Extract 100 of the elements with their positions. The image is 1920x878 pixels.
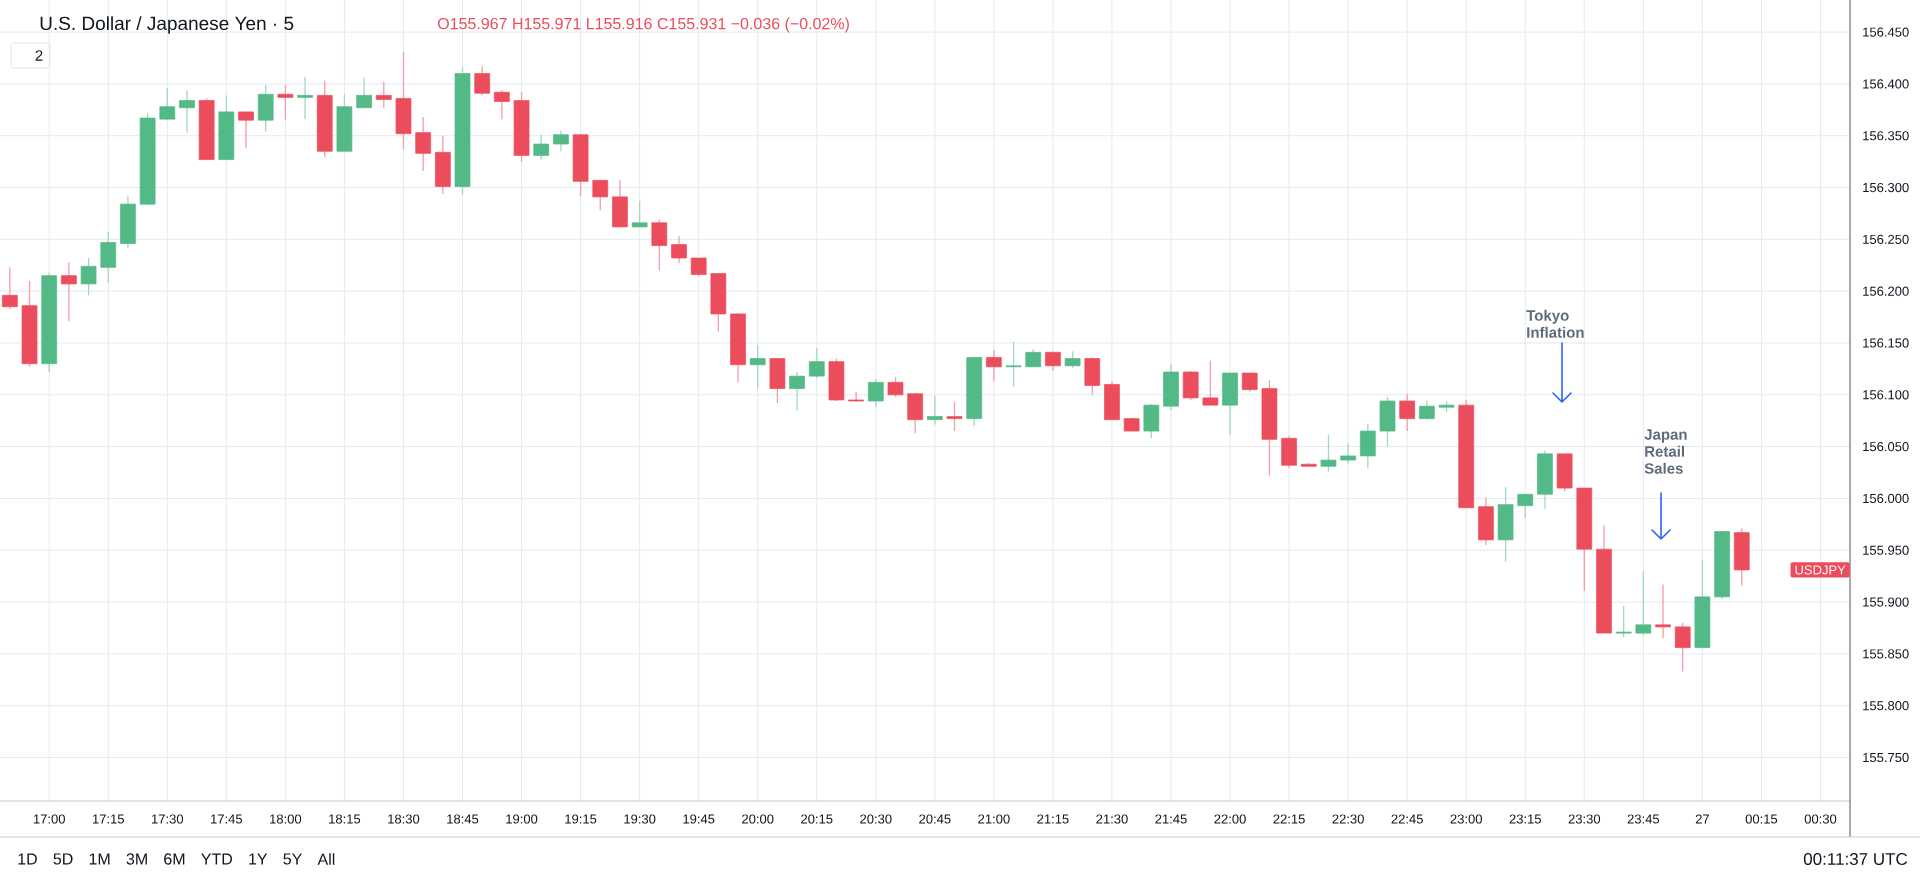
x-tick-label: 19:30 [624, 814, 656, 824]
candlestick [946, 401, 963, 432]
candlestick [1005, 341, 1022, 388]
text: 1M [89, 853, 110, 865]
candlestick [1045, 350, 1061, 372]
candlestick [179, 89, 195, 134]
y-tick-label: 155.850 [1863, 649, 1909, 659]
x-tick-label: 18:45 [447, 814, 479, 824]
x-tick-label: 21:00 [978, 814, 1010, 824]
candlestick [474, 65, 491, 96]
text: 1Y [249, 853, 268, 865]
y-tick-label: 156.250 [1863, 234, 1909, 244]
text: YTD [201, 853, 233, 865]
candlestick [533, 134, 550, 161]
x-tick-label: 23:00 [1450, 814, 1482, 824]
annotation: Japan Retail Sales [1644, 429, 1687, 474]
candlestick [159, 87, 176, 121]
candlestick [651, 219, 668, 272]
candlestick [808, 347, 825, 379]
candlestick [789, 371, 805, 411]
text: 6M [164, 853, 185, 865]
candlestick [671, 235, 687, 264]
y-tick-label: 156.300 [1863, 182, 1909, 193]
y-tick-label: 155.800 [1863, 701, 1909, 711]
x-tick-label: 23:45 [1627, 814, 1660, 824]
candlestick [1340, 442, 1356, 465]
candlestick [2, 266, 18, 310]
candlestick [61, 261, 77, 322]
x-tick-label: 27 [1695, 814, 1709, 824]
candlestick [1419, 400, 1435, 421]
candlestick [848, 391, 864, 403]
x-tick-label: 20:00 [742, 814, 774, 824]
candlestick [297, 76, 313, 120]
x-tick-label: 00:30 [1804, 814, 1837, 824]
x-tick-label: 19:45 [683, 814, 715, 824]
x-tick-label: 19:15 [565, 814, 597, 824]
y-tick-label: 156.100 [1863, 390, 1909, 400]
candlestick [749, 344, 766, 390]
candlestick [277, 84, 294, 121]
candlestick [867, 378, 884, 408]
candlestick [80, 257, 97, 296]
text: 5D [53, 853, 73, 865]
x-tick-label: 22:00 [1214, 814, 1246, 824]
x-tick-label: 17:30 [152, 814, 184, 824]
y-tick-label: 156.400 [1863, 79, 1909, 89]
candlestick [1615, 605, 1632, 638]
text: U.S. Dollar / Japanese Yen · 5 [40, 16, 294, 34]
x-tick-label: 20:45 [919, 814, 951, 824]
y-tick-label: 155.950 [1863, 545, 1909, 555]
candlestick [631, 200, 648, 228]
x-tick-label: 21:45 [1155, 814, 1187, 824]
x-tick-label: 19:00 [506, 814, 538, 824]
x-tick-label: 18:00 [270, 814, 302, 824]
candlestick [553, 129, 569, 152]
candlestick [1202, 359, 1219, 406]
x-tick-label: 00:15 [1745, 814, 1778, 824]
y-tick-label: 156.150 [1863, 338, 1909, 348]
annotation: Tokyo Inflation [1526, 309, 1584, 338]
text: 1D [18, 853, 37, 865]
annotation: 2 [35, 50, 43, 61]
x-tick-label: 20:30 [860, 814, 892, 824]
x-tick-label: 23:15 [1509, 814, 1541, 824]
text: 3M [126, 853, 147, 865]
text: 5Y [283, 853, 302, 865]
text: All [317, 853, 335, 865]
candlestick [986, 349, 1002, 382]
candlestick [375, 81, 392, 109]
x-tick-label: 18:30 [388, 814, 420, 824]
candlestick [238, 111, 254, 149]
x-tick-label: 21:15 [1037, 814, 1069, 824]
x-tick-label: 21:30 [1096, 814, 1128, 824]
y-tick-label: 155.750 [1863, 752, 1909, 763]
y-tick-label: 156.350 [1863, 131, 1909, 141]
candlestick [1241, 372, 1258, 393]
text: 00:11:37 UTC [1803, 852, 1908, 866]
x-tick-label: 18:15 [329, 814, 361, 824]
x-tick-label: 17:00 [33, 814, 65, 824]
y-tick-label: 156.000 [1863, 493, 1909, 504]
x-tick-label: 23:30 [1568, 814, 1601, 824]
x-tick-label: 20:15 [801, 814, 833, 824]
candlestick [1674, 622, 1691, 673]
candlestick [1655, 583, 1671, 639]
text: USDJPY [1795, 565, 1846, 575]
x-tick-label: 17:45 [211, 814, 243, 824]
candlestick [592, 179, 609, 211]
candlestick [1399, 393, 1416, 432]
candlestick [494, 89, 510, 120]
y-tick-label: 156.200 [1863, 286, 1909, 296]
y-tick-label: 155.900 [1863, 597, 1909, 607]
candlestick [415, 116, 431, 172]
y-tick-label: 156.450 [1863, 27, 1909, 37]
x-tick-label: 22:30 [1332, 814, 1364, 824]
candlestick [927, 395, 943, 426]
candlestick [887, 376, 904, 398]
text: O155.967 H155.971 L155.916 C155.931 −0.036 (−0.02%) [437, 17, 849, 33]
y-tick-label: 156.050 [1863, 441, 1909, 452]
candlestick [1320, 434, 1337, 473]
x-tick-label: 22:45 [1391, 814, 1423, 824]
candlestick [1635, 570, 1652, 636]
x-tick-label: 17:15 [92, 814, 124, 824]
